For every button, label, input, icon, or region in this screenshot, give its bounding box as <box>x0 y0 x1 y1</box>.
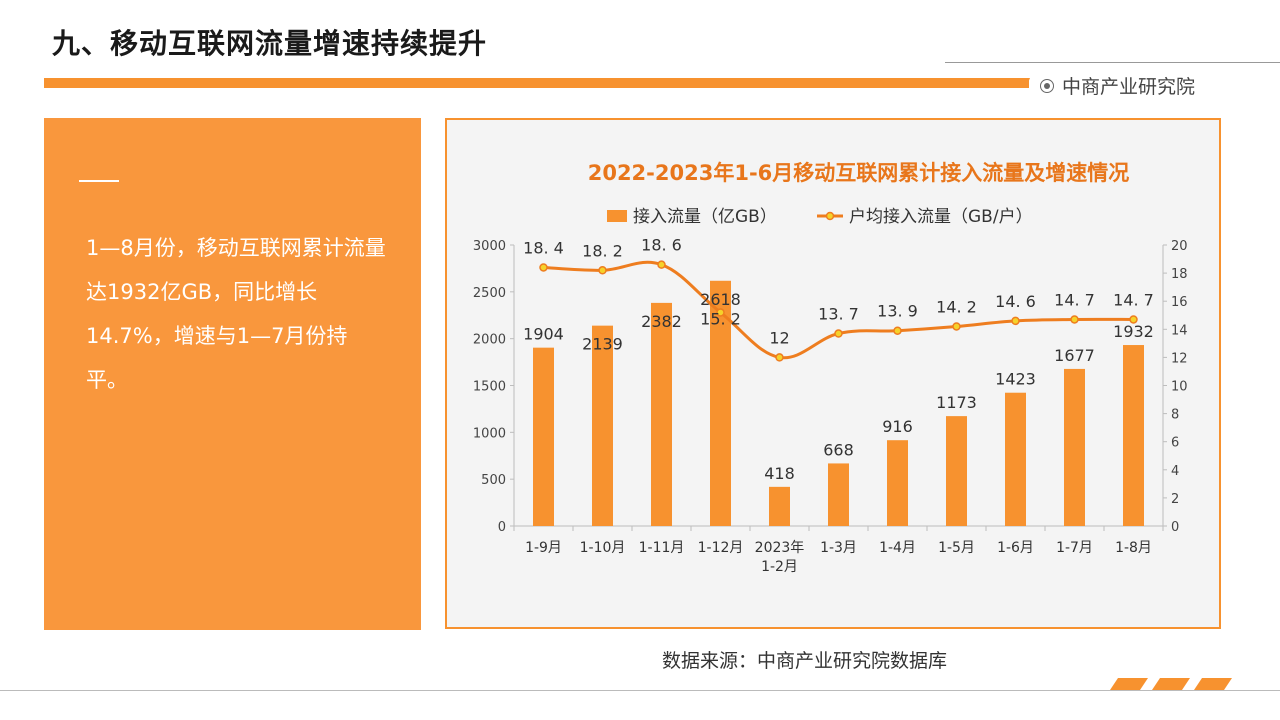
bar <box>1064 368 1085 526</box>
bar <box>1123 345 1144 526</box>
bar <box>710 280 731 526</box>
line-point <box>775 353 784 362</box>
legend-label-bars: 接入流量（亿GB） <box>633 207 777 227</box>
y-right-tick-label: 20 <box>1171 239 1188 254</box>
title-underline-bar <box>44 78 1029 88</box>
y-left-tick-label: 2000 <box>473 333 506 348</box>
bar-data-label: 1677 <box>1054 346 1095 365</box>
chart-frame: 2022-2023年1-6月移动互联网累计接入流量及增速情况接入流量（亿GB） 户… <box>445 118 1221 629</box>
x-category-label: 1-2月 <box>761 559 798 575</box>
series-line <box>543 260 1134 360</box>
y-right-tick-label: 16 <box>1171 295 1188 310</box>
bar <box>1005 392 1026 526</box>
line-data-label: 18. 6 <box>641 236 682 255</box>
line-point <box>952 322 961 331</box>
bar <box>828 463 849 526</box>
x-category-label: 1-6月 <box>997 540 1034 556</box>
line-data-label: 14. 2 <box>936 297 977 316</box>
bar <box>592 325 613 526</box>
bar-data-label: 1423 <box>995 370 1036 389</box>
brand: 中商产业研究院 <box>1040 72 1195 99</box>
line-data-label: 14. 7 <box>1054 290 1095 309</box>
x-category-label: 1-4月 <box>879 540 916 556</box>
line-point <box>1011 316 1020 326</box>
x-category-label: 1-8月 <box>1115 540 1152 556</box>
y-left-tick-label: 500 <box>481 473 506 488</box>
line-point <box>657 260 666 269</box>
x-category-label: 2023年 <box>755 540 805 556</box>
y-left-tick-label: 1500 <box>473 380 506 395</box>
legend-label-line: 户均接入流量（GB/户） <box>849 207 1033 227</box>
bar-data-label: 1904 <box>523 325 564 344</box>
bar-data-label: 418 <box>764 464 795 483</box>
line-data-label: 12 <box>769 328 789 347</box>
line-point <box>893 326 902 335</box>
bar <box>533 347 554 526</box>
y-right-tick-label: 12 <box>1171 351 1188 366</box>
line-point <box>1070 315 1079 324</box>
line-point <box>598 266 607 275</box>
legend-marker-line <box>825 211 835 221</box>
page-title: 九、移动互联网流量增速持续提升 <box>52 27 488 60</box>
bar <box>887 440 908 526</box>
line-data-label: 14. 6 <box>995 292 1036 311</box>
bar-data-label: 2139 <box>582 335 623 354</box>
y-right-tick-label: 8 <box>1171 408 1179 423</box>
x-category-label: 1-10月 <box>580 540 626 556</box>
y-right-tick-label: 10 <box>1171 380 1188 395</box>
y-right-tick-label: 18 <box>1171 267 1188 282</box>
y-left-tick-label: 2500 <box>473 286 506 301</box>
footer-stripe-decoration <box>1110 678 1232 690</box>
y-right-tick-label: 6 <box>1171 436 1179 451</box>
x-category-label: 1-11月 <box>639 540 685 556</box>
y-right-tick-label: 2 <box>1171 492 1179 507</box>
line-data-label: 18. 2 <box>582 241 623 260</box>
y-right-tick-label: 14 <box>1171 323 1188 338</box>
x-category-label: 1-3月 <box>820 540 857 556</box>
bar <box>651 302 672 526</box>
source-note: 数据来源：中商产业研究院数据库 <box>662 650 948 672</box>
line-data-label: 14. 7 <box>1113 290 1154 309</box>
legend-swatch-bars <box>607 210 627 222</box>
header-divider-line <box>945 62 1280 63</box>
panel-dash <box>79 180 119 182</box>
x-category-label: 1-9月 <box>525 540 562 556</box>
y-right-tick-label: 0 <box>1171 520 1179 535</box>
line-point <box>834 329 843 338</box>
footer-divider-line <box>0 690 1280 691</box>
y-left-tick-label: 0 <box>498 520 506 535</box>
line-data-label: 13. 7 <box>818 305 859 324</box>
line-data-label: 18. 4 <box>523 238 564 257</box>
line-data-label: 15. 2 <box>700 309 741 328</box>
bar-data-label: 1173 <box>936 393 977 412</box>
bar-data-label: 668 <box>823 440 854 459</box>
line-point <box>716 308 725 317</box>
x-category-label: 1-5月 <box>938 540 975 556</box>
y-left-tick-label: 3000 <box>473 239 506 254</box>
summary-text: 1—8月份，移动互联网累计流量达1932亿GB，同比增长14.7%，增速与1—7… <box>86 236 386 392</box>
y-right-tick-label: 4 <box>1171 464 1179 479</box>
line-point <box>1129 315 1138 324</box>
stripe-decoration <box>1004 78 1030 88</box>
y-left-tick-label: 1000 <box>473 426 506 441</box>
bar-data-label: 916 <box>882 417 913 436</box>
brand-name: 中商产业研究院 <box>1062 76 1196 98</box>
bar-data-label: 2618 <box>700 290 741 309</box>
bar <box>946 416 967 526</box>
summary-panel: 1—8月份，移动互联网累计流量达1932亿GB，同比增长14.7%，增速与1—7… <box>44 118 421 630</box>
chart-title: 2022-2023年1-6月移动互联网累计接入流量及增速情况 <box>588 161 1130 185</box>
bar-data-label: 1932 <box>1113 322 1154 341</box>
x-category-label: 1-7月 <box>1056 540 1093 556</box>
line-point <box>539 263 548 272</box>
bar <box>769 486 790 526</box>
line-data-label: 13. 9 <box>877 302 918 321</box>
x-category-label: 1-12月 <box>698 540 744 556</box>
target-icon <box>1040 78 1054 93</box>
bar-data-label: 2382 <box>641 312 682 331</box>
